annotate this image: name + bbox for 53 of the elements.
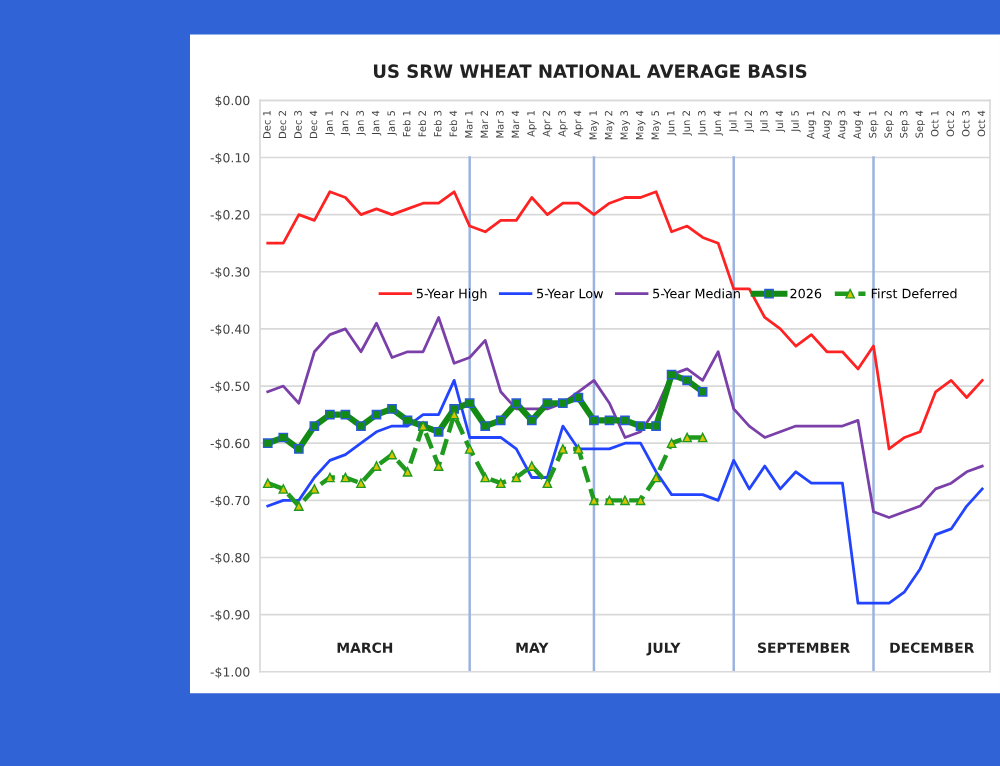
point xyxy=(387,404,397,414)
point xyxy=(558,398,568,409)
point xyxy=(309,484,320,494)
point xyxy=(542,398,553,409)
point xyxy=(278,432,289,443)
point xyxy=(666,438,677,449)
point xyxy=(433,426,444,437)
chart-title: US SRW WHEAT NATIONAL AVERAGE BASIS xyxy=(373,64,807,79)
point xyxy=(293,444,304,454)
point xyxy=(558,444,568,454)
point xyxy=(356,478,366,489)
point xyxy=(495,478,506,489)
point xyxy=(495,415,506,426)
point xyxy=(620,495,630,506)
point xyxy=(480,472,491,483)
point xyxy=(464,398,475,409)
point xyxy=(635,421,646,431)
point xyxy=(325,409,335,420)
point xyxy=(511,398,522,409)
point xyxy=(682,432,692,443)
point xyxy=(449,404,460,414)
point xyxy=(589,415,599,426)
point xyxy=(402,466,413,477)
point xyxy=(340,472,351,483)
point xyxy=(526,415,537,426)
line-series xyxy=(266,316,984,519)
point xyxy=(356,421,366,431)
point xyxy=(511,472,522,483)
point xyxy=(604,495,615,506)
point xyxy=(433,461,444,471)
point xyxy=(682,375,692,386)
point xyxy=(325,472,335,483)
point xyxy=(262,438,273,449)
point xyxy=(449,409,460,420)
point xyxy=(573,444,584,454)
point xyxy=(697,432,708,443)
point xyxy=(635,495,646,506)
point xyxy=(697,386,708,397)
point xyxy=(309,421,320,431)
point xyxy=(464,444,475,454)
point xyxy=(620,415,630,426)
point xyxy=(542,478,553,489)
point xyxy=(651,472,661,483)
point xyxy=(293,501,304,511)
line-series xyxy=(266,378,984,605)
point xyxy=(480,421,491,431)
point xyxy=(278,484,289,494)
point xyxy=(604,415,615,426)
point xyxy=(589,495,599,506)
line-series xyxy=(266,190,984,451)
point xyxy=(402,415,413,426)
point xyxy=(651,421,661,431)
point xyxy=(387,449,397,460)
